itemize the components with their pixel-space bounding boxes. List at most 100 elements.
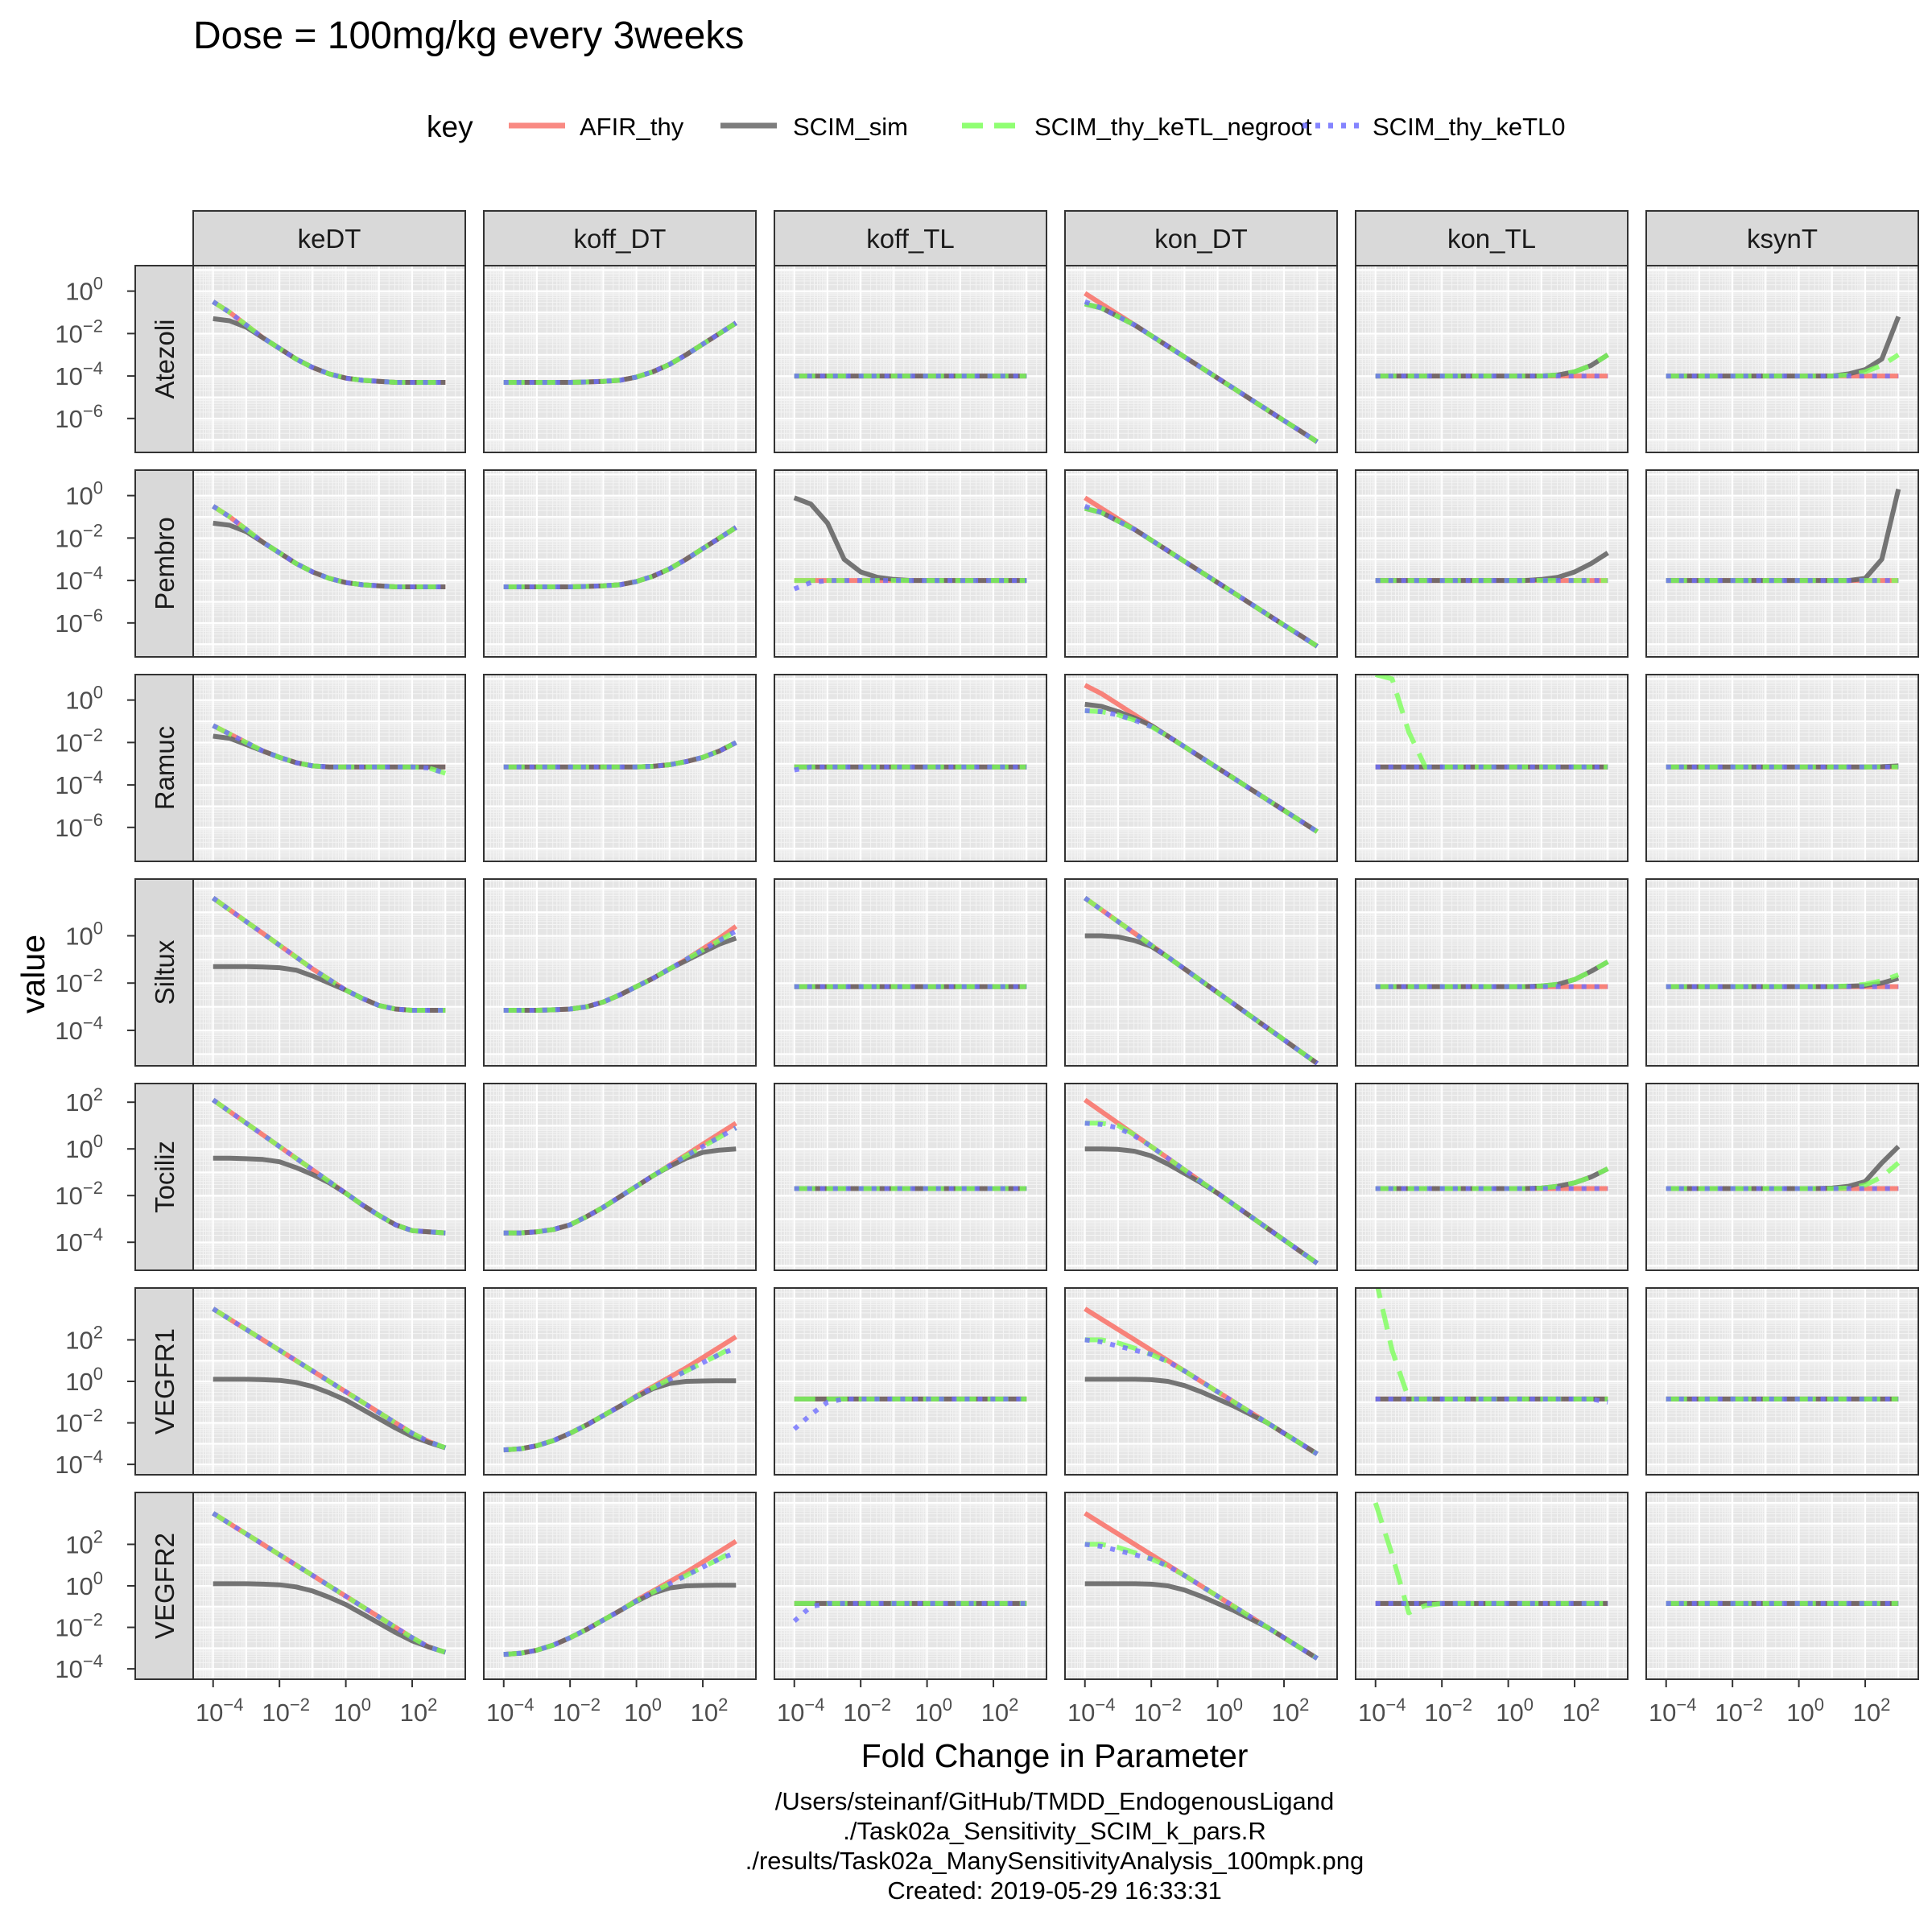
panel-background (483, 265, 757, 453)
series-line-SCIM_thy_keTL0 (1084, 708, 1319, 834)
panel-Siltux-ksynT (1645, 878, 1919, 1067)
panel-series (212, 299, 446, 385)
column-strip-label: keDT (298, 224, 361, 254)
panel-border (1355, 469, 1629, 658)
series-line-SCIM_thy_keTL0 (793, 578, 1027, 592)
row-strip-label: Ramuc (150, 726, 180, 811)
panel-series (1666, 972, 1900, 989)
panel-Ramuc-koff_DT (483, 674, 757, 862)
row-strip-label: VEGFR1 (150, 1328, 180, 1435)
column-strip (192, 210, 466, 266)
legend-title: key (427, 110, 473, 143)
chart-title: Dose = 100mg/kg every 3weeks (193, 14, 744, 57)
panel-Tociliz-kon_DT (1064, 1083, 1338, 1271)
panel-Atezoli-ksynT (1645, 265, 1919, 453)
panel-grid-lines (484, 266, 756, 452)
y-tick-label: 100 (65, 918, 103, 950)
panel-series (1374, 675, 1608, 770)
series-line-SCIM_thy_keTL_negroot (212, 299, 446, 385)
panel-grid-lines (1356, 266, 1628, 452)
panel-series (503, 1121, 737, 1236)
panel-border (1645, 878, 1919, 1067)
panel-border (483, 265, 757, 453)
panel-series (1083, 1097, 1319, 1265)
panel-Atezoli-keDT (192, 265, 466, 453)
y-tick-label: 10−4 (55, 563, 103, 595)
panel-series (211, 896, 446, 1013)
row-strip-label: Pembro (150, 517, 180, 610)
series-line-SCIM_thy_keTL0 (1084, 1121, 1319, 1265)
panel-series (1375, 551, 1609, 584)
panel-background (1355, 265, 1629, 453)
panel-series (1375, 1166, 1609, 1191)
panel-series (212, 504, 446, 589)
panel-Atezoli-koff_TL (774, 265, 1047, 453)
column-strip (483, 210, 757, 266)
y-tick-label: 10−2 (55, 1178, 103, 1210)
row-strip (134, 1083, 194, 1271)
panel-grid-lines (193, 1084, 465, 1270)
row-strip-label: Atezoli (150, 319, 180, 398)
series-line-SCIM_thy_keTL0 (211, 896, 446, 1013)
column-strip-label: kon_DT (1154, 224, 1248, 254)
panel-series (1666, 1145, 1901, 1191)
panel-Pembro-kon_DT (1064, 469, 1338, 658)
y-tick-label: 10−6 (55, 401, 103, 433)
panel-series (1084, 495, 1319, 649)
panel-Pembro-koff_TL (774, 469, 1047, 658)
panel-Atezoli-koff_DT (483, 265, 757, 453)
panel-grid: keDT koff_DT koff_TL kon_DT kon_TL ksynT Atezo… (55, 210, 1919, 1727)
panel-Tociliz-ksynT (1645, 1083, 1919, 1271)
panel-background (774, 265, 1047, 453)
panel-grid-lines (1356, 470, 1628, 657)
panel-border (1064, 265, 1338, 453)
panel-VEGFR1-keDT (192, 1287, 466, 1476)
panel-border (774, 469, 1047, 658)
column-strip (1064, 210, 1338, 266)
panel-border (192, 469, 466, 658)
panel-Pembro-kon_TL (1355, 469, 1629, 658)
y-tick-label: 10−2 (55, 965, 103, 997)
panel-grid-lines (193, 1288, 465, 1475)
series-line-SCIM_thy_keTL0 (211, 1097, 446, 1236)
panel-Pembro-keDT (192, 469, 466, 658)
column-strip-label: koff_DT (574, 224, 667, 254)
panel-series (211, 1097, 446, 1236)
panel-background (1064, 674, 1338, 862)
panel-grid-lines (1065, 675, 1337, 861)
panel-Atezoli-kon_DT (1064, 265, 1338, 453)
panel-grid-lines (1356, 1084, 1628, 1270)
panel-Tociliz-koff_DT (483, 1083, 757, 1271)
legend-label: SCIM_thy_keTL_negroot (1034, 113, 1312, 141)
y-tick-label: 10−2 (55, 316, 103, 348)
panel-grid-lines (484, 470, 756, 657)
y-tick-label: 10−2 (55, 724, 103, 757)
panel-border (774, 878, 1047, 1067)
panel-Siltux-kon_TL (1355, 878, 1629, 1067)
column-strip (1645, 210, 1919, 266)
y-tick-label: 10−6 (55, 605, 103, 638)
series-line-SCIM_thy_keTL0 (503, 928, 737, 1013)
panel-background (192, 469, 466, 658)
row-strip (134, 469, 194, 658)
panel-border (192, 878, 466, 1067)
y-tick-label: 10−2 (55, 1406, 103, 1438)
panel-border (1064, 469, 1338, 658)
panel-grid-lines (193, 266, 465, 452)
panel-grid-lines (774, 470, 1046, 657)
panel-border (483, 469, 757, 658)
panel-border (1645, 1083, 1919, 1271)
panel-Siltux-koff_TL (774, 878, 1047, 1067)
row-strip-label: Tociliz (150, 1141, 180, 1213)
y-tick-label: 10−6 (55, 810, 103, 842)
panel-grid-lines (1646, 675, 1918, 861)
panel-Siltux-keDT (192, 878, 466, 1067)
panel-grid-lines (774, 879, 1046, 1066)
series-line-SCIM_thy_keTL0 (503, 320, 737, 385)
column-strip-label: ksynT (1747, 224, 1818, 254)
panel-Tociliz-koff_TL (774, 1083, 1047, 1271)
y-tick-label: 100 (65, 274, 103, 306)
panel-background (774, 469, 1047, 658)
panel-Atezoli-kon_TL (1355, 265, 1629, 453)
